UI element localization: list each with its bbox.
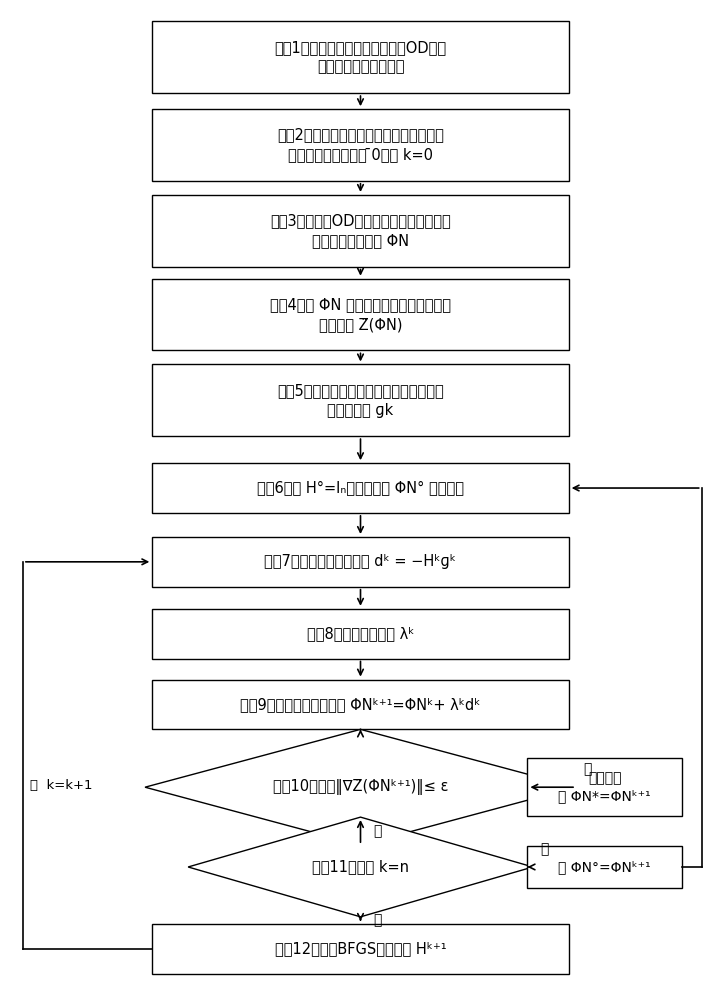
Text: 置  k=k+1: 置 k=k+1 xyxy=(30,779,92,792)
Text: 步骤2：在零流网络上，进行流量加载，得
到初始路径流量向量 ̄0，置 k=0: 步骤2：在零流网络上，进行流量加载，得 到初始路径流量向量 ̄0，置 k=0 xyxy=(277,128,444,162)
Text: 步骤9：更新既约变量向量 ΦNᵏ⁺¹=ΦNᵏ+ λᵏdᵏ: 步骤9：更新既约变量向量 ΦNᵏ⁺¹=ΦNᵏ+ λᵏdᵏ xyxy=(240,697,481,712)
Text: 步骤12：利用BFGS公式计算 Hᵏ⁺¹: 步骤12：利用BFGS公式计算 Hᵏ⁺¹ xyxy=(275,941,446,956)
Text: 步骤3：选取各OD对之间的既约路径，确定
既约路径变量向量 ΦN: 步骤3：选取各OD对之间的既约路径，确定 既约路径变量向量 ΦN xyxy=(270,213,451,248)
Text: 步骤1：组织交通调查，确定每个OD对之
间的需求量及路径集合: 步骤1：组织交通调查，确定每个OD对之 间的需求量及路径集合 xyxy=(275,40,446,75)
Text: 步骤8：确定迭代步长 λᵏ: 步骤8：确定迭代步长 λᵏ xyxy=(306,626,415,641)
Polygon shape xyxy=(145,729,576,845)
Bar xyxy=(152,109,569,181)
Text: 令 ΦN°=ΦNᵏ⁺¹: 令 ΦN°=ΦNᵏ⁺¹ xyxy=(558,860,651,874)
Text: 步骤5：对既约目标函数求一阶偏导得到既
约梯度向量 ɡk: 步骤5：对既约目标函数求一阶偏导得到既 约梯度向量 ɡk xyxy=(277,383,444,418)
Bar xyxy=(528,758,682,816)
Bar xyxy=(152,463,569,513)
Bar xyxy=(152,924,569,974)
Bar xyxy=(152,680,569,729)
Bar xyxy=(152,609,569,659)
Text: 步骤11：判断 k=n: 步骤11：判断 k=n xyxy=(312,859,409,874)
Bar xyxy=(528,846,682,888)
Text: 是: 是 xyxy=(583,762,591,776)
Text: 否: 否 xyxy=(373,913,382,927)
Text: 否: 否 xyxy=(373,824,382,838)
Text: 步骤4：将 ΦN 带入目标函数中，得到既约
目标函数 Z̃(ΦN): 步骤4：将 ΦN 带入目标函数中，得到既约 目标函数 Z̃(ΦN) xyxy=(270,297,451,332)
Bar xyxy=(152,364,569,436)
Bar xyxy=(152,537,569,587)
Bar xyxy=(152,195,569,267)
Text: 步骤6：置 H°=Iₙ，计算出在 ΦN° 处的梯度: 步骤6：置 H°=Iₙ，计算出在 ΦN° 处的梯度 xyxy=(257,481,464,496)
Text: 步骤10：判断‖∇Z̃(ΦNᵏ⁺¹)‖≤ ε: 步骤10：判断‖∇Z̃(ΦNᵏ⁺¹)‖≤ ε xyxy=(273,779,448,795)
Text: 步骤7：确定搜索方向向量 dᵏ = −Hᵏɡᵏ: 步骤7：确定搜索方向向量 dᵏ = −Hᵏɡᵏ xyxy=(265,554,456,569)
Text: 是: 是 xyxy=(540,842,549,856)
Bar xyxy=(152,279,569,350)
Text: 停止迭代
令 ΦN*=ΦNᵏ⁺¹: 停止迭代 令 ΦN*=ΦNᵏ⁺¹ xyxy=(558,771,651,803)
Bar xyxy=(152,21,569,93)
Polygon shape xyxy=(188,817,533,917)
